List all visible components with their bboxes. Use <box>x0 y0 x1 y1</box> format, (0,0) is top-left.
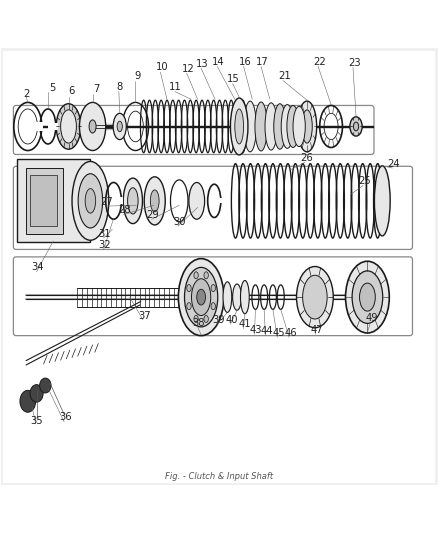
Text: 2: 2 <box>23 88 29 99</box>
Text: 16: 16 <box>238 57 251 67</box>
Text: 36: 36 <box>59 413 71 423</box>
Text: 43: 43 <box>249 325 261 335</box>
Text: 38: 38 <box>192 318 204 327</box>
Text: 26: 26 <box>299 153 312 163</box>
Text: 22: 22 <box>312 56 325 67</box>
Ellipse shape <box>204 316 208 322</box>
Ellipse shape <box>211 303 215 310</box>
Text: 45: 45 <box>272 328 284 338</box>
Ellipse shape <box>265 103 277 150</box>
Ellipse shape <box>286 106 298 148</box>
Ellipse shape <box>144 177 165 225</box>
Ellipse shape <box>72 161 109 240</box>
Ellipse shape <box>204 272 208 279</box>
Ellipse shape <box>60 110 76 143</box>
Text: Fig. - Clutch & Input Shaft: Fig. - Clutch & Input Shaft <box>165 472 273 481</box>
Ellipse shape <box>127 188 138 214</box>
Ellipse shape <box>194 316 198 322</box>
Ellipse shape <box>123 178 142 224</box>
Bar <box>26 168 63 233</box>
Text: 29: 29 <box>146 210 159 220</box>
Text: 37: 37 <box>138 311 150 320</box>
Ellipse shape <box>254 102 267 151</box>
Ellipse shape <box>349 117 361 136</box>
Text: 8: 8 <box>117 82 123 92</box>
Ellipse shape <box>85 189 95 213</box>
Text: 30: 30 <box>173 217 185 227</box>
Ellipse shape <box>211 285 215 292</box>
Bar <box>17 159 89 243</box>
Ellipse shape <box>196 289 205 305</box>
Ellipse shape <box>297 101 316 152</box>
Text: 13: 13 <box>195 59 208 69</box>
Bar <box>30 175 57 226</box>
Ellipse shape <box>184 268 217 327</box>
Bar <box>113 197 123 204</box>
Ellipse shape <box>281 104 293 148</box>
Text: 40: 40 <box>225 315 237 325</box>
Text: 12: 12 <box>181 64 194 74</box>
Text: 32: 32 <box>98 240 111 251</box>
Ellipse shape <box>20 390 35 412</box>
Ellipse shape <box>351 271 382 324</box>
Text: 44: 44 <box>260 326 272 336</box>
Text: 21: 21 <box>277 71 290 81</box>
Text: 10: 10 <box>155 62 168 72</box>
Text: 6: 6 <box>68 86 74 96</box>
Ellipse shape <box>359 283 374 311</box>
Text: 17: 17 <box>255 57 268 67</box>
Ellipse shape <box>292 107 304 147</box>
Bar <box>48 123 57 130</box>
Ellipse shape <box>302 275 326 319</box>
Ellipse shape <box>178 259 223 336</box>
Ellipse shape <box>79 102 106 150</box>
Text: 15: 15 <box>226 74 239 84</box>
Ellipse shape <box>89 120 96 133</box>
Ellipse shape <box>296 266 332 328</box>
Ellipse shape <box>187 303 191 310</box>
Ellipse shape <box>301 110 311 143</box>
Ellipse shape <box>230 98 247 155</box>
Text: 39: 39 <box>212 315 224 325</box>
Ellipse shape <box>273 104 286 149</box>
Text: 28: 28 <box>117 206 130 215</box>
Text: 9: 9 <box>134 71 140 81</box>
Ellipse shape <box>223 282 231 312</box>
Bar <box>214 198 222 204</box>
Ellipse shape <box>191 279 210 316</box>
Ellipse shape <box>39 378 51 393</box>
Text: 24: 24 <box>386 159 399 168</box>
Ellipse shape <box>353 122 358 131</box>
Ellipse shape <box>188 182 204 219</box>
Bar <box>28 122 43 131</box>
Ellipse shape <box>78 174 102 228</box>
Ellipse shape <box>150 190 159 212</box>
Text: 7: 7 <box>93 84 99 94</box>
Ellipse shape <box>117 121 122 132</box>
Text: 31: 31 <box>98 229 111 239</box>
Text: 35: 35 <box>30 416 43 425</box>
Ellipse shape <box>234 109 243 144</box>
Ellipse shape <box>194 272 198 279</box>
Ellipse shape <box>30 385 43 402</box>
Ellipse shape <box>113 114 126 140</box>
Text: 41: 41 <box>238 319 251 329</box>
Text: 5: 5 <box>49 83 55 93</box>
Text: 34: 34 <box>32 262 44 272</box>
Ellipse shape <box>232 284 241 310</box>
Ellipse shape <box>240 280 249 314</box>
Ellipse shape <box>345 261 389 333</box>
Text: 46: 46 <box>283 328 296 338</box>
Text: 25: 25 <box>357 176 370 186</box>
Text: 23: 23 <box>347 58 360 68</box>
Ellipse shape <box>244 101 256 152</box>
Ellipse shape <box>374 166 389 236</box>
Ellipse shape <box>56 104 81 149</box>
Text: 27: 27 <box>100 197 113 207</box>
Text: 47: 47 <box>310 325 322 335</box>
Text: 11: 11 <box>168 82 181 92</box>
Text: 49: 49 <box>365 313 377 323</box>
Ellipse shape <box>187 285 191 292</box>
Text: 14: 14 <box>212 57 224 67</box>
